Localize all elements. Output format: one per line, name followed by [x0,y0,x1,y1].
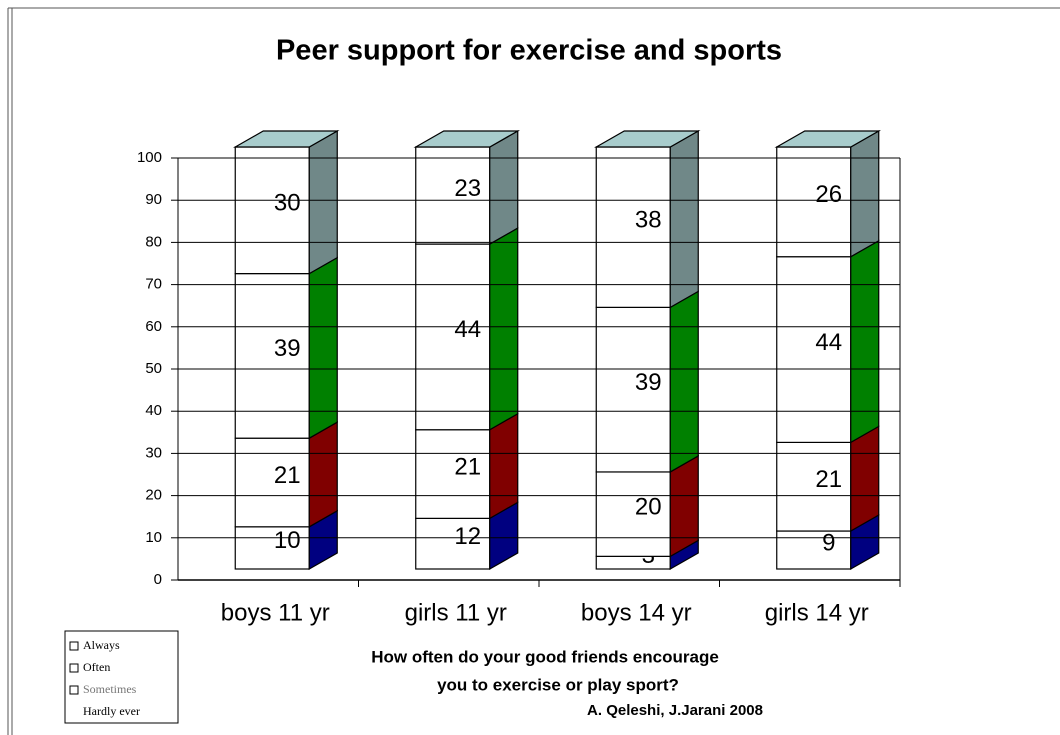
bar-front [595,306,671,473]
bar-front [595,471,671,557]
value-label: 21 [815,466,842,493]
bar-side [669,290,699,473]
x-tick-label: girls 11 yr [405,599,507,626]
bar-side [850,239,880,444]
y-tick-label: 0 [154,571,162,588]
legend-swatch [69,641,79,651]
value-label: 39 [635,369,662,396]
legend-label: Sometimes [83,682,137,696]
y-tick-label: 80 [145,233,162,250]
legend-swatch [69,685,79,695]
legend-label: Often [83,660,110,674]
bar-side [489,227,519,431]
bar-side [850,129,880,258]
x-tick-label: boys 11 yr [221,599,330,626]
bar-top [774,130,882,148]
value-label: 38 [635,207,662,234]
legend-box [64,630,179,724]
value-label: 21 [454,453,481,480]
value-label: 23 [454,175,481,202]
value-label: 10 [274,527,301,554]
annotation: A. Qeleshi, J.Jarani 2008 [587,702,763,719]
bar-side [669,454,699,558]
bar-front [234,146,310,275]
bar-front [415,146,491,245]
y-tick-label: 70 [145,276,162,293]
value-label: 30 [274,190,301,217]
bar-side [308,421,338,528]
bar-side [489,412,519,520]
bar-side [489,129,519,246]
value-label: 39 [274,335,301,362]
x-tick-label: girls 14 yr [765,599,869,626]
value-label: 21 [274,462,301,489]
bar-side [669,129,699,309]
value-label: 20 [635,493,662,520]
chart-title: Peer support for exercise and sports [276,35,782,67]
legend-label: Always [83,638,120,652]
value-label: 26 [815,181,842,208]
value-label: 44 [815,329,842,356]
bar-front [415,517,491,570]
bar-top [232,130,340,148]
legend-swatch [69,663,79,673]
bar-top [413,130,521,148]
legend-label: Hardly ever [83,704,140,718]
bar-front [595,555,671,570]
y-tick-label: 50 [145,360,162,377]
bar-side [308,129,338,275]
y-tick-label: 30 [145,444,162,461]
value-label: 9 [822,529,835,556]
x-tick-label: boys 14 yr [581,599,692,626]
bar-side [850,425,880,533]
y-tick-label: 10 [145,529,162,546]
y-tick-label: 60 [145,318,162,335]
y-tick-label: 100 [137,149,162,166]
value-label: 12 [454,523,481,550]
y-tick-label: 40 [145,402,162,419]
value-label: 44 [454,316,481,343]
bar-front [595,146,671,308]
annotation: you to exercise or play sport? [437,675,679,694]
y-tick-label: 20 [145,487,162,504]
bar-front [415,243,491,431]
bar-front [776,146,852,258]
bar-top [593,130,701,148]
y-tick-label: 90 [145,191,162,208]
annotation: How often do your good friends encourage [371,647,719,666]
bar-front [415,429,491,519]
bar-front [776,530,852,570]
